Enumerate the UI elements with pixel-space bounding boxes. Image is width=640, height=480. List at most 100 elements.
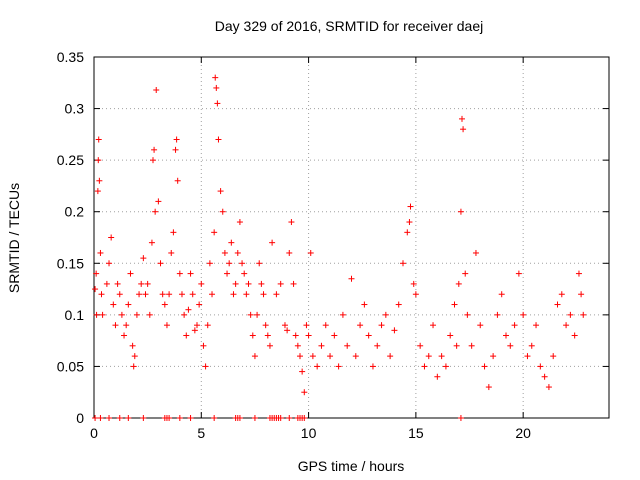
data-point	[447, 332, 454, 339]
y-tick-label: 0.2	[65, 204, 85, 220]
data-point	[567, 311, 574, 318]
data-point	[533, 322, 540, 329]
y-tick-label: 0	[76, 410, 84, 426]
scatter-points	[92, 74, 587, 421]
data-point	[503, 332, 509, 339]
data-point	[404, 229, 411, 236]
chart-title: Day 329 of 2016, SRMTID for receiver dae…	[215, 18, 483, 34]
data-point	[123, 322, 130, 329]
data-point	[286, 249, 293, 256]
data-point	[95, 136, 102, 143]
data-point	[152, 208, 159, 215]
data-point	[239, 260, 246, 267]
data-point	[183, 332, 190, 339]
data-point	[173, 136, 180, 143]
data-point	[106, 415, 113, 421]
data-point	[196, 301, 203, 308]
data-point	[507, 342, 514, 349]
data-point	[136, 291, 143, 298]
data-point	[110, 301, 117, 308]
data-point	[191, 327, 198, 334]
data-point	[457, 415, 464, 421]
data-point	[378, 322, 385, 329]
data-point	[457, 208, 464, 215]
data-point	[442, 363, 449, 370]
data-point	[417, 342, 424, 349]
data-point	[103, 280, 110, 287]
data-point	[241, 270, 248, 277]
data-point	[382, 311, 389, 318]
data-point	[215, 136, 222, 143]
data-point	[189, 291, 196, 298]
data-point	[485, 384, 492, 391]
data-point	[472, 249, 479, 256]
data-point	[303, 322, 310, 329]
data-point	[251, 353, 258, 360]
data-point	[198, 280, 205, 287]
data-point	[236, 219, 243, 226]
x-tick-label: 0	[90, 425, 98, 441]
data-point	[166, 291, 173, 298]
data-point	[294, 342, 301, 349]
data-point	[170, 229, 177, 236]
data-point	[348, 275, 355, 282]
data-point	[200, 342, 207, 349]
data-point	[490, 353, 497, 360]
data-point	[194, 322, 200, 329]
data-point	[146, 311, 153, 318]
data-point	[159, 291, 166, 298]
data-point	[301, 389, 308, 396]
data-point	[520, 311, 527, 318]
data-point	[357, 322, 364, 329]
data-point	[352, 353, 359, 360]
data-point	[93, 311, 100, 318]
data-point	[511, 322, 518, 329]
data-point	[130, 363, 137, 370]
data-point	[578, 291, 585, 298]
data-point	[410, 280, 417, 287]
y-tick-label: 0.15	[57, 255, 84, 271]
data-point	[98, 291, 105, 298]
x-tick-label: 15	[408, 425, 424, 441]
data-point	[224, 270, 231, 277]
data-point	[150, 157, 157, 164]
data-point	[234, 249, 241, 256]
data-point	[537, 363, 544, 370]
data-point	[541, 373, 548, 380]
data-point	[129, 342, 136, 349]
data-point	[528, 342, 535, 349]
data-point	[114, 280, 121, 287]
data-point	[230, 291, 237, 298]
x-axis-ticks: 0 5 10 15 20	[90, 57, 531, 441]
data-point	[361, 301, 368, 308]
data-point	[221, 249, 228, 256]
y-axis-title: SRMTID / TECUs	[6, 183, 22, 293]
data-point	[161, 301, 168, 308]
data-point	[209, 291, 216, 298]
data-point	[176, 270, 183, 277]
data-point	[187, 270, 194, 277]
y-tick-label: 0.1	[65, 307, 85, 323]
data-point	[185, 306, 192, 313]
data-point	[256, 260, 263, 267]
data-point	[498, 291, 505, 298]
data-point	[213, 84, 220, 91]
data-point	[174, 177, 181, 184]
data-point	[226, 260, 233, 267]
data-point	[243, 291, 250, 298]
data-point	[125, 301, 132, 308]
data-point	[558, 291, 565, 298]
data-point	[299, 368, 306, 375]
data-point	[563, 322, 570, 329]
data-point	[286, 415, 293, 421]
data-point	[365, 332, 372, 339]
data-point	[168, 249, 175, 256]
data-point	[153, 87, 160, 94]
data-point	[157, 260, 164, 267]
data-point	[339, 311, 346, 318]
data-point	[464, 311, 471, 318]
data-point	[97, 249, 104, 256]
data-point	[92, 286, 99, 293]
data-point	[305, 332, 312, 339]
